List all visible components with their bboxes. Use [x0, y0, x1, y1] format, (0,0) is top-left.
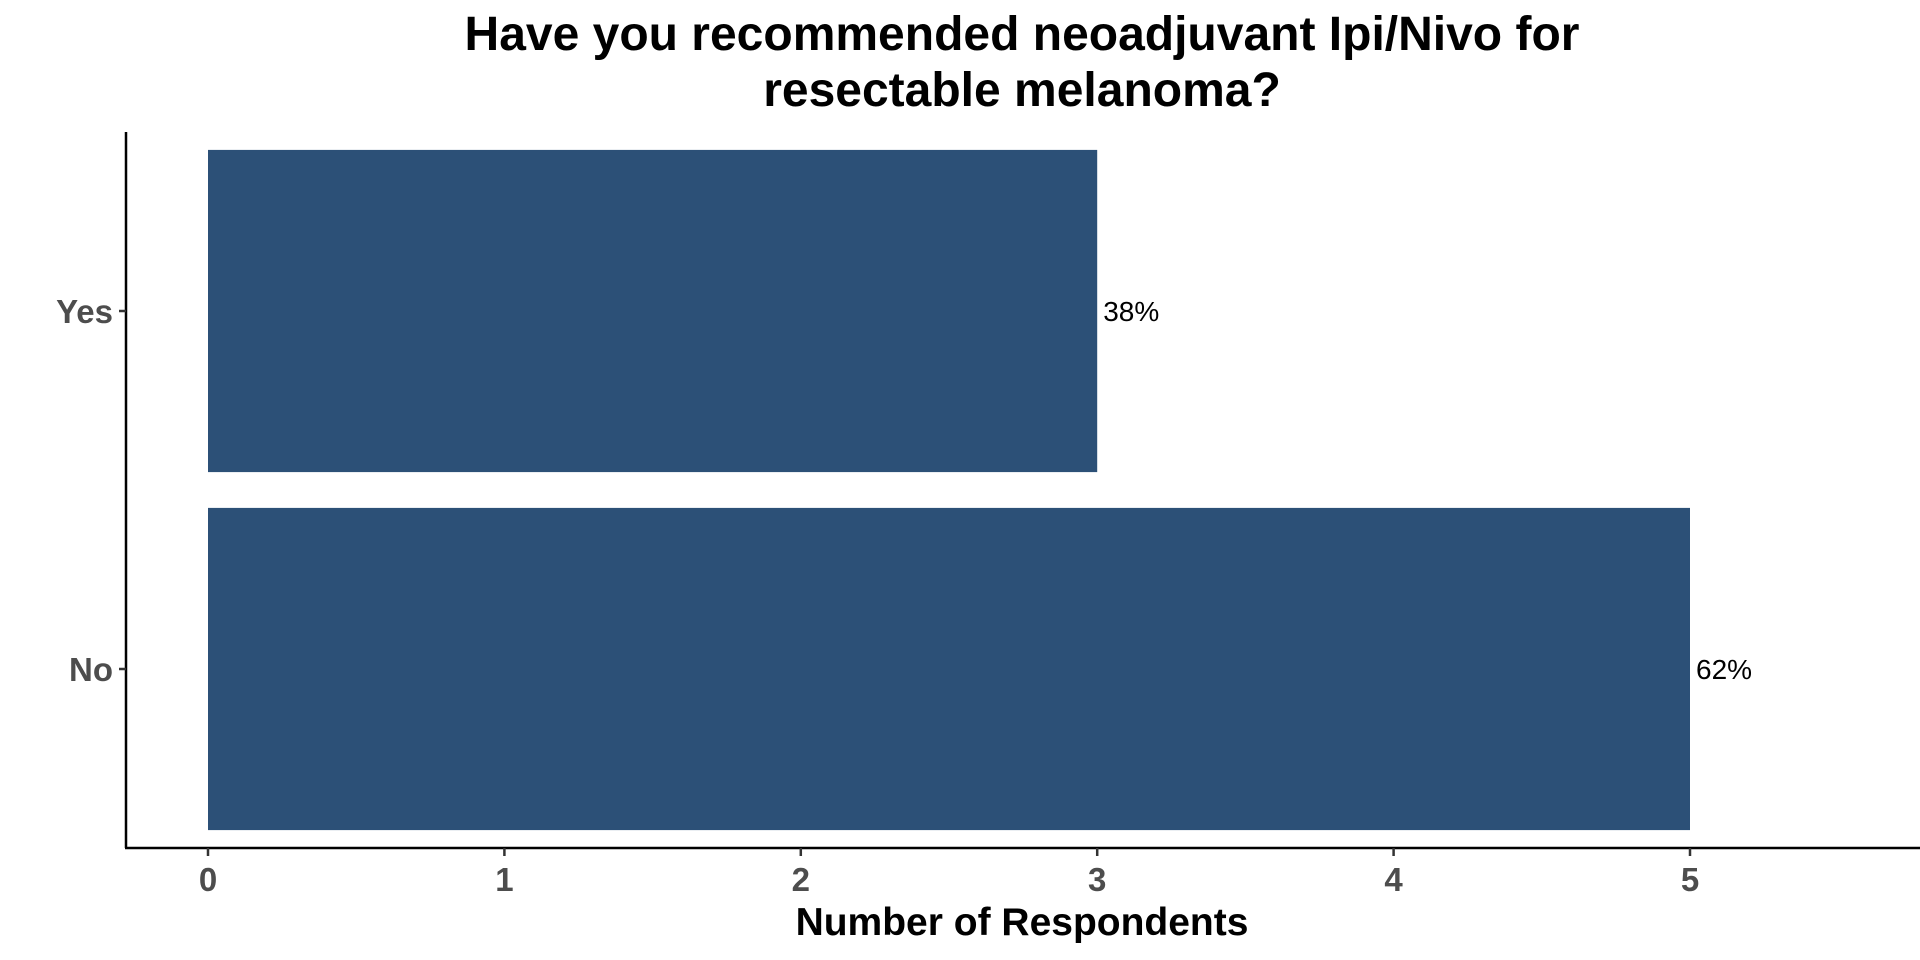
bar-no [208, 507, 1690, 831]
y-tick-label-yes: Yes [56, 293, 113, 330]
data-label-yes: 38% [1103, 296, 1159, 327]
x-tick-label-3: 3 [1088, 861, 1106, 898]
bars-layer [208, 149, 1690, 831]
x-tick-label-1: 1 [495, 861, 513, 898]
y-ticks-layer: Yes No [56, 293, 126, 688]
x-tick-label-2: 2 [792, 861, 810, 898]
x-tick-label-0: 0 [199, 861, 217, 898]
x-tick-label-5: 5 [1681, 861, 1699, 898]
chart-title-line-1: Have you recommended neoadjuvant Ipi/Niv… [465, 8, 1580, 61]
data-labels-layer: 38% 62% [1103, 296, 1752, 685]
x-tick-label-4: 4 [1384, 861, 1403, 898]
x-ticks-layer: 0 1 2 3 4 5 [199, 848, 1699, 898]
x-axis-title: Number of Respondents [796, 901, 1249, 944]
chart-title-line-2: resectable melanoma? [763, 64, 1281, 117]
data-label-no: 62% [1696, 654, 1752, 685]
bar-yes [208, 149, 1098, 473]
y-tick-label-no: No [69, 651, 113, 688]
